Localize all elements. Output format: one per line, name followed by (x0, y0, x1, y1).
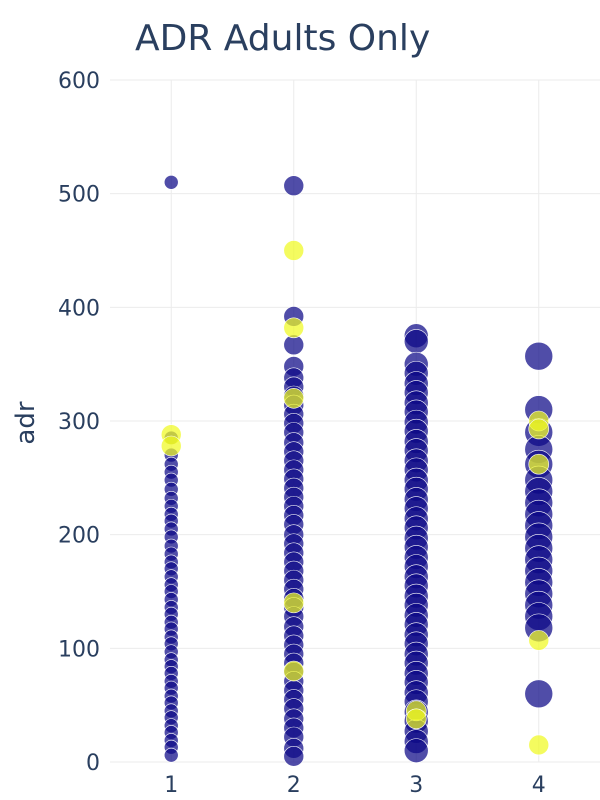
y-tick-label: 100 (58, 637, 100, 662)
x-tick-label: 2 (287, 773, 301, 798)
y-axis-ticks: 0 100 200 300 400 500 600 (58, 69, 100, 776)
y-tick-label: 500 (58, 183, 100, 208)
y-tick-label: 400 (58, 296, 100, 321)
data-point[interactable] (528, 630, 550, 651)
data-point[interactable] (524, 341, 554, 371)
data-point[interactable] (528, 453, 550, 475)
data-point[interactable] (283, 240, 305, 261)
y-tick-label: 300 (58, 410, 100, 435)
data-markers[interactable] (160, 175, 554, 767)
x-axis-ticks: 1 2 3 4 (164, 773, 546, 798)
data-point[interactable] (403, 329, 429, 354)
data-point[interactable] (283, 592, 305, 614)
data-point[interactable] (405, 708, 427, 730)
y-tick-label: 0 (86, 751, 100, 776)
data-point[interactable] (283, 746, 305, 767)
x-tick-label: 1 (164, 773, 178, 798)
data-point[interactable] (403, 738, 429, 763)
x-tick-label: 4 (532, 773, 546, 798)
data-point[interactable] (524, 679, 554, 709)
data-point[interactable] (528, 418, 550, 440)
chart-title: ADR Adults Only (135, 18, 431, 59)
y-tick-label: 600 (58, 69, 100, 94)
data-point[interactable] (283, 175, 305, 197)
data-point[interactable] (163, 175, 179, 190)
data-point[interactable] (283, 660, 305, 682)
data-point[interactable] (528, 734, 550, 756)
data-point[interactable] (283, 317, 305, 339)
gridlines (110, 79, 600, 763)
data-point[interactable] (283, 387, 305, 409)
x-tick-label: 3 (409, 773, 423, 798)
y-tick-label: 200 (58, 524, 100, 549)
data-point[interactable] (160, 435, 182, 457)
data-point[interactable] (163, 747, 179, 763)
